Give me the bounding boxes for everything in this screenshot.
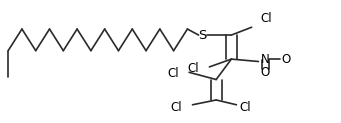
Text: N: N (261, 53, 270, 66)
Text: O: O (282, 53, 291, 66)
Text: S: S (198, 29, 207, 42)
Text: Cl: Cl (167, 67, 179, 80)
Text: O: O (261, 66, 270, 79)
Text: Cl: Cl (240, 101, 251, 114)
Text: Cl: Cl (171, 101, 182, 114)
Text: Cl: Cl (188, 62, 199, 75)
Text: Cl: Cl (260, 12, 272, 25)
